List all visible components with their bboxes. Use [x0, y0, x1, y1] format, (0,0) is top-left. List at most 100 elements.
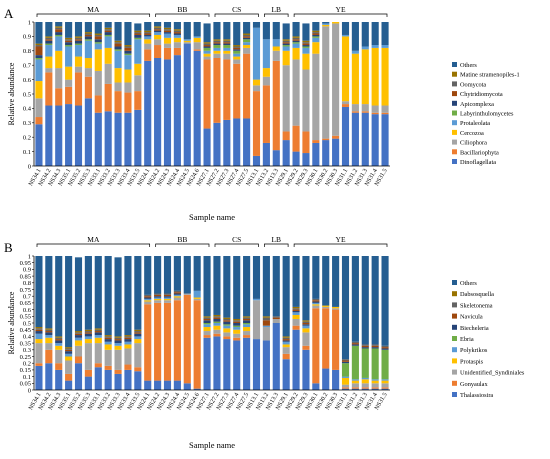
bar-segment	[252, 155, 261, 166]
bar-segment	[243, 33, 251, 35]
bar-segment	[144, 49, 152, 61]
bar-segment	[163, 59, 172, 166]
bar-segment	[65, 380, 73, 390]
group-label: YE	[336, 235, 346, 244]
bar-segment	[262, 320, 270, 326]
bar-segment	[45, 40, 53, 44]
bar-segment	[114, 257, 122, 337]
y-tick-label: 0.5	[23, 320, 31, 327]
bar-segment	[282, 337, 290, 340]
legend-label: Labyrinthulomycetes	[460, 111, 514, 118]
bar-segment	[233, 340, 241, 390]
bar-segment	[213, 333, 221, 337]
bar-segment	[233, 118, 241, 166]
bar-segment	[213, 317, 221, 319]
bar-segment	[94, 343, 102, 364]
bar-segment	[203, 316, 211, 318]
legend-label: Protaleolata	[460, 120, 490, 127]
bar-segment	[163, 47, 172, 60]
bar-segment	[193, 37, 201, 43]
legend-label: Ciliophora	[460, 140, 487, 147]
bar-segment	[35, 22, 43, 44]
bar-segment	[292, 125, 300, 152]
bar-segment	[173, 300, 181, 381]
bar-segment	[35, 333, 43, 340]
bar-segment	[371, 105, 379, 113]
legend-label: Chytridiomycota	[460, 91, 503, 98]
bar-segment	[94, 22, 102, 34]
bar-segment	[292, 256, 300, 307]
bar-segment	[371, 256, 379, 345]
bar-segment	[35, 365, 43, 390]
bar-segment	[381, 345, 389, 348]
y-tick-label: 1	[28, 19, 31, 26]
bar-segment	[154, 256, 162, 294]
bar-segment	[65, 22, 73, 38]
bar-segment	[322, 140, 330, 166]
bar-segment	[203, 53, 211, 57]
bar-segment	[243, 317, 251, 319]
bar-segment	[55, 68, 63, 89]
bar-segment	[114, 43, 122, 47]
bar-segment	[154, 296, 162, 298]
bar-segment	[351, 380, 359, 384]
bar-segment	[262, 76, 270, 86]
group-label: BB	[177, 235, 187, 244]
bar-segment	[173, 33, 181, 35]
y-tick-label: 0.25	[20, 354, 31, 361]
bar-segment	[114, 22, 122, 41]
bar-segment	[134, 30, 142, 33]
bar-segment	[213, 22, 221, 40]
bar-segment	[114, 50, 122, 69]
bar-segment	[45, 256, 53, 329]
bar-segment	[243, 42, 251, 46]
bar-segment	[84, 256, 92, 330]
legend-swatch	[452, 280, 457, 285]
group-label: CS	[232, 235, 241, 244]
legend-label: Others	[460, 280, 477, 287]
bar-segment	[55, 336, 63, 338]
bar-segment	[381, 256, 389, 346]
bar-segment	[134, 34, 142, 38]
bar-segment	[193, 290, 201, 298]
y-tick-label: 0.4	[23, 106, 32, 113]
bar-segment	[114, 349, 122, 370]
bar-segment	[183, 40, 191, 43]
bar-segment	[55, 369, 63, 390]
bar-segment	[302, 43, 310, 46]
bar-segment	[361, 104, 369, 112]
group-bracket	[36, 243, 151, 247]
bar-segment	[65, 360, 73, 374]
bar-segment	[213, 318, 221, 322]
bar-segment	[203, 337, 211, 390]
bar-segment	[45, 349, 53, 364]
bar-segment	[351, 22, 359, 51]
bar-segment	[272, 50, 280, 61]
bar-segment	[282, 256, 290, 337]
bar-segment	[341, 104, 350, 107]
bar-segment	[203, 317, 211, 319]
bar-segment	[312, 142, 320, 166]
group-label: LB	[271, 235, 281, 244]
bar-segment	[351, 388, 359, 390]
bar-segment	[173, 256, 181, 291]
bar-segment	[381, 349, 389, 380]
bar-segment	[252, 298, 261, 301]
bar-segment	[292, 40, 300, 43]
bar-segment	[223, 43, 231, 46]
bar-segment	[144, 30, 152, 33]
bar-segment	[144, 296, 152, 298]
panel-a: A MA BB CS LB YE 0 0.1 0.2 0.3 0.4 0.5 0.6 0.7 0.8 0.9 1…	[4, 5, 520, 222]
bar-segment	[144, 60, 152, 166]
bar-segment	[84, 36, 92, 40]
bar-segment	[282, 340, 290, 342]
legend-swatch	[452, 369, 457, 375]
bar-segment	[124, 50, 132, 54]
x-axis-label: Sample name	[189, 440, 235, 450]
bar-segment	[292, 309, 300, 311]
bar-segment	[84, 369, 92, 377]
bar-segment	[302, 40, 310, 43]
bar-segment	[144, 39, 152, 44]
bar-segment	[114, 40, 122, 43]
